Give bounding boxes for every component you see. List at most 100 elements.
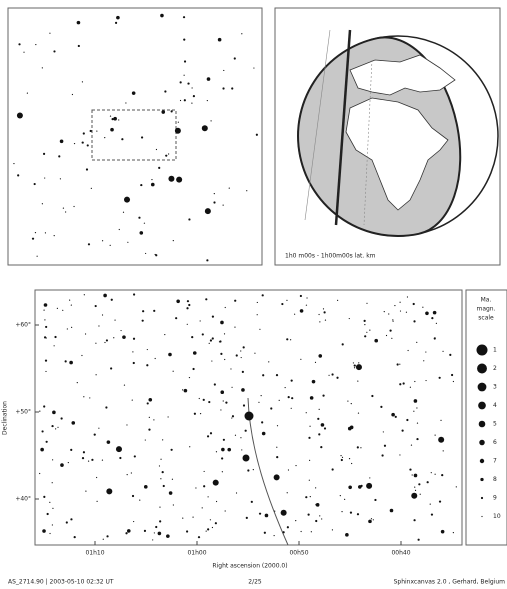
star <box>318 313 320 316</box>
star <box>170 110 173 113</box>
star <box>213 383 216 386</box>
star <box>310 531 312 533</box>
star <box>143 222 146 224</box>
star <box>158 166 161 169</box>
star <box>91 458 94 461</box>
star <box>192 351 197 355</box>
star <box>199 320 201 322</box>
star <box>430 472 432 474</box>
star <box>168 352 172 357</box>
star <box>449 353 452 356</box>
star <box>314 361 317 363</box>
star <box>85 490 87 492</box>
star <box>98 325 100 327</box>
star <box>438 500 442 503</box>
star <box>348 485 352 490</box>
star <box>234 299 237 302</box>
star <box>256 301 258 304</box>
star <box>132 337 136 340</box>
star <box>153 419 155 421</box>
star <box>76 382 78 384</box>
star <box>130 472 132 474</box>
star <box>106 440 111 444</box>
star <box>416 422 419 424</box>
star <box>250 500 253 503</box>
star <box>369 477 371 479</box>
star <box>191 336 194 339</box>
star <box>442 450 444 452</box>
star <box>356 513 360 516</box>
star <box>233 57 236 60</box>
star <box>132 293 136 296</box>
star <box>132 361 135 365</box>
legend-symbol <box>480 496 484 500</box>
star <box>399 301 401 303</box>
star <box>53 235 55 237</box>
star <box>113 116 117 121</box>
star <box>192 367 195 371</box>
star <box>213 193 215 195</box>
star <box>101 459 104 461</box>
star <box>53 50 56 53</box>
star <box>110 367 113 370</box>
star <box>62 207 65 209</box>
star <box>133 520 135 523</box>
star <box>402 382 405 385</box>
star <box>85 168 89 171</box>
star <box>305 496 308 499</box>
star <box>41 430 44 433</box>
star <box>41 203 43 205</box>
star <box>318 408 320 410</box>
star <box>175 317 178 320</box>
star <box>399 454 401 456</box>
star <box>309 396 314 400</box>
star <box>104 341 106 344</box>
legend-label: 2 <box>493 365 497 372</box>
star <box>242 404 246 407</box>
star <box>309 496 311 498</box>
star <box>131 399 133 401</box>
star <box>222 87 225 90</box>
star <box>276 446 278 448</box>
star <box>66 328 68 330</box>
star <box>113 337 115 339</box>
star <box>380 405 383 408</box>
star <box>140 183 143 187</box>
star <box>105 339 109 342</box>
star <box>213 201 216 204</box>
star <box>182 389 184 391</box>
star <box>119 456 122 460</box>
star <box>139 499 141 501</box>
star <box>110 127 114 132</box>
star <box>244 411 254 421</box>
star <box>124 196 131 203</box>
star <box>252 468 254 471</box>
star <box>315 503 318 506</box>
star <box>23 51 25 53</box>
star <box>253 67 255 69</box>
star <box>162 484 165 488</box>
star <box>299 309 304 313</box>
star <box>315 519 318 523</box>
star <box>268 361 270 363</box>
star <box>231 415 235 418</box>
star <box>241 370 244 373</box>
star <box>52 410 56 415</box>
legend-label: 1 <box>493 347 497 354</box>
star <box>114 319 116 321</box>
star <box>90 187 92 189</box>
star <box>308 479 310 481</box>
star <box>206 99 208 102</box>
legend-label: 4 <box>493 402 497 409</box>
star <box>125 102 127 104</box>
star <box>202 398 205 401</box>
star <box>438 436 445 443</box>
star <box>223 333 226 335</box>
star <box>410 444 413 446</box>
star <box>16 112 23 119</box>
star <box>31 237 35 240</box>
star <box>139 231 144 235</box>
star <box>383 444 387 447</box>
star <box>211 315 215 318</box>
star <box>231 87 234 90</box>
